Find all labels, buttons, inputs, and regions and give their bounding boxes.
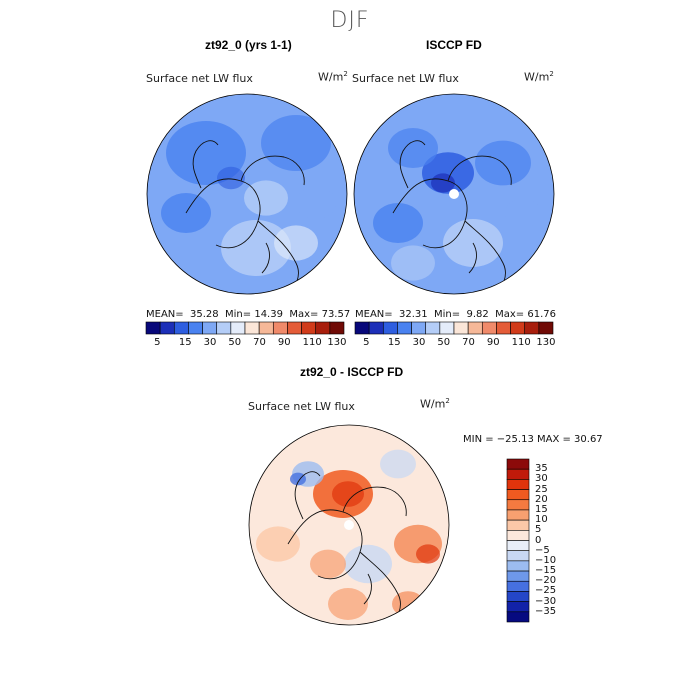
colorbar-swatch — [538, 321, 554, 335]
colorbar-tick-label: −25 — [535, 585, 557, 597]
colorbar-swatch — [216, 321, 232, 335]
colorbar-swatch — [315, 321, 331, 335]
colorbar-swatch — [202, 321, 218, 335]
colorbar-tick-label: 30 — [535, 473, 548, 485]
model-colorbar — [145, 321, 345, 335]
colorbar-tick-label: 15 — [387, 337, 401, 348]
colorbar-tick-label: −30 — [535, 595, 557, 607]
model-stats: MEAN= 35.28 Min= 14.39 Max= 73.57 — [146, 309, 351, 320]
colorbar-tick-label: 90 — [486, 337, 500, 348]
colorbar-swatch — [329, 321, 345, 335]
colorbar-swatch — [506, 540, 530, 551]
diff-variable-label: Surface net LW flux — [248, 400, 355, 413]
colorbar-swatch — [188, 321, 203, 335]
colorbar-tick-label: 5 — [535, 524, 542, 536]
colorbar-swatch — [368, 321, 384, 335]
diff-polar-map — [248, 424, 450, 626]
colorbar-swatch — [506, 591, 530, 602]
colorbar-swatch — [506, 530, 530, 541]
obs-polar-map — [353, 93, 555, 295]
colorbar-swatch — [506, 499, 530, 511]
colorbar-swatch — [524, 321, 540, 335]
colorbar-tick-label: 35 — [535, 463, 548, 475]
colorbar-swatch — [506, 570, 530, 582]
colorbar-tick-label: 110 — [302, 337, 322, 348]
colorbar-tick-label: 0 — [535, 534, 542, 546]
obs-colorbar — [354, 321, 554, 335]
colorbar-swatch — [453, 321, 469, 335]
colorbar-swatch — [425, 321, 441, 335]
model-panel-title: zt92_0 (yrs 1-1) — [205, 38, 292, 52]
colorbar-swatch — [382, 321, 398, 335]
model-polar-map — [146, 93, 348, 295]
colorbar-tick-label: 25 — [535, 483, 548, 495]
colorbar-swatch — [272, 321, 288, 335]
colorbar-swatch — [506, 479, 530, 490]
colorbar-tick-label: 5 — [363, 337, 370, 348]
colorbar-tick-label: −10 — [535, 554, 557, 566]
diff-units-label: W/m2 — [420, 397, 450, 411]
colorbar-tick-label: 130 — [327, 337, 347, 348]
diff-stats: MIN = −25.13 MAX = 30.67 — [463, 434, 603, 445]
colorbar-tick-label: 15 — [535, 503, 548, 515]
colorbar-swatch — [145, 321, 161, 335]
colorbar-swatch — [506, 458, 530, 470]
colorbar-swatch — [506, 519, 530, 531]
colorbar-tick-label: 90 — [277, 337, 291, 348]
colorbar-swatch — [439, 321, 455, 335]
colorbar-swatch — [506, 509, 530, 521]
colorbar-tick-label: 10 — [535, 514, 548, 526]
obs-variable-label: Surface net LW flux — [352, 72, 459, 85]
colorbar-swatch — [506, 611, 530, 623]
colorbar-swatch — [481, 321, 497, 335]
colorbar-swatch — [287, 321, 302, 335]
obs-units-label: W/m2 — [524, 70, 554, 84]
colorbar-tick-label: 15 — [178, 337, 192, 348]
colorbar-swatch — [230, 321, 246, 335]
colorbar-swatch — [354, 321, 370, 335]
colorbar-tick-label: 70 — [253, 337, 266, 348]
colorbar-tick-label: 20 — [535, 493, 548, 505]
colorbar-tick-label: −5 — [535, 544, 550, 556]
colorbar-swatch — [506, 560, 530, 572]
colorbar-swatch — [467, 321, 483, 335]
colorbar-tick-label: 5 — [154, 337, 161, 348]
colorbar-tick-label: −15 — [535, 565, 557, 577]
colorbar-tick-label: 130 — [536, 337, 556, 348]
diff-panel-title: zt92_0 - ISCCP FD — [300, 365, 404, 379]
colorbar-swatch — [506, 550, 530, 562]
colorbar-tick-label: −20 — [535, 575, 557, 587]
colorbar-swatch — [244, 321, 260, 335]
colorbar-swatch — [496, 321, 511, 335]
colorbar-swatch — [258, 321, 274, 335]
colorbar-tick-label: −35 — [535, 605, 557, 617]
colorbar-swatch — [506, 489, 530, 501]
colorbar-swatch — [159, 321, 175, 335]
model-units-label: W/m2 — [318, 70, 348, 84]
colorbar-tick-label: 70 — [462, 337, 475, 348]
obs-stats: MEAN= 32.31 Min= 9.82 Max= 61.76 — [355, 309, 557, 320]
model-variable-label: Surface net LW flux — [146, 72, 253, 85]
colorbar-swatch — [411, 321, 427, 335]
colorbar-tick-label: 50 — [437, 337, 451, 348]
colorbar-swatch — [506, 580, 530, 592]
colorbar-tick-label: 50 — [228, 337, 242, 348]
diff-colorbar — [506, 458, 530, 623]
season-title: DJF — [330, 8, 370, 33]
colorbar-swatch — [510, 321, 526, 335]
colorbar-swatch — [506, 601, 530, 613]
colorbar-swatch — [301, 321, 317, 335]
colorbar-swatch — [397, 321, 412, 335]
colorbar-swatch — [506, 468, 530, 480]
colorbar-tick-label: 30 — [203, 337, 217, 348]
colorbar-tick-label: 110 — [511, 337, 531, 348]
colorbar-tick-label: 30 — [412, 337, 426, 348]
colorbar-swatch — [173, 321, 189, 335]
obs-panel-title: ISCCP FD — [426, 38, 482, 52]
